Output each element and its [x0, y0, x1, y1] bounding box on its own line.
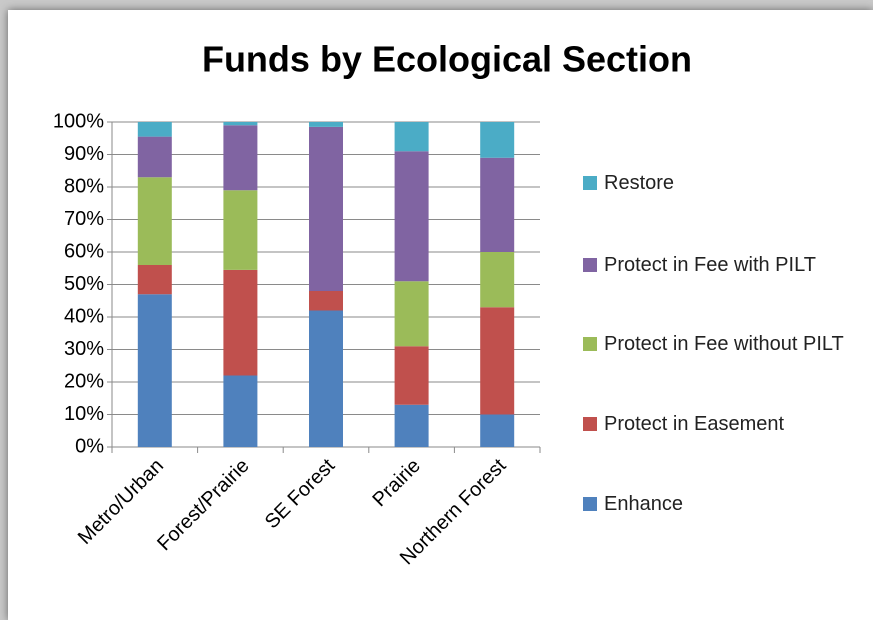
bar-segment	[480, 307, 515, 415]
bar-segment	[480, 252, 515, 308]
bar-segment	[137, 177, 172, 265]
legend-swatch	[583, 337, 597, 351]
bar-segment	[309, 122, 343, 127]
legend-item: Protect in Fee with PILT	[583, 249, 863, 281]
bar-segment	[137, 265, 172, 295]
y-tick-label: 90%	[64, 143, 104, 165]
y-tick-label: 60%	[64, 240, 104, 262]
bar-segment	[309, 291, 343, 311]
legend-item: Protect in Easement	[583, 408, 863, 440]
bar-segment	[223, 125, 258, 191]
legend-swatch	[583, 497, 597, 511]
legend-swatch	[583, 258, 597, 272]
y-tick-label: 10%	[64, 403, 104, 425]
bar-segment	[394, 151, 429, 282]
y-tick-label: 70%	[64, 208, 104, 230]
y-tick-label: 100%	[53, 110, 104, 132]
legend-item: Restore	[583, 167, 863, 199]
legend-label: Protect in Easement	[604, 413, 785, 435]
bar-segment	[137, 136, 172, 178]
legend-swatch	[583, 176, 597, 190]
legend-swatch	[583, 417, 597, 431]
bar-segment	[223, 269, 258, 376]
bar-segment	[394, 281, 429, 347]
bar-segment	[137, 294, 172, 447]
bar-segment	[480, 414, 515, 447]
bar-segment	[480, 122, 515, 158]
bar-segment	[394, 122, 429, 152]
bar-segment	[309, 126, 343, 291]
y-tick-label: 0%	[75, 435, 104, 457]
x-tick-label: SE Forest	[261, 454, 340, 533]
bar-segment	[394, 404, 429, 447]
y-tick-label: 80%	[64, 175, 104, 197]
legend-label: Protect in Fee with PILT	[604, 254, 816, 276]
bar-segment	[137, 122, 172, 137]
x-tick-label: Forest/Prairie	[153, 455, 253, 555]
bar-segment	[223, 375, 258, 447]
legend-item: Protect in Fee without PILT	[583, 328, 863, 360]
x-tick-label: Prairie	[368, 455, 424, 511]
y-tick-label: 50%	[64, 273, 104, 295]
legend-item: Enhance	[583, 488, 863, 520]
legend-label: Enhance	[604, 493, 683, 515]
chart-title: Funds by Ecological Section	[202, 39, 692, 80]
bar-segment	[223, 122, 258, 126]
bar-segment	[394, 346, 429, 405]
bar-segment	[223, 190, 258, 270]
y-tick-label: 20%	[64, 370, 104, 392]
legend-label: Restore	[604, 172, 675, 194]
y-tick-label: 30%	[64, 338, 104, 360]
x-tick-label: Metro/Urban	[74, 455, 168, 549]
legend-label: Protect in Fee without PILT	[604, 333, 844, 355]
y-tick-label: 40%	[64, 305, 104, 327]
bar-segment	[480, 157, 515, 252]
bar-segment	[309, 310, 343, 447]
